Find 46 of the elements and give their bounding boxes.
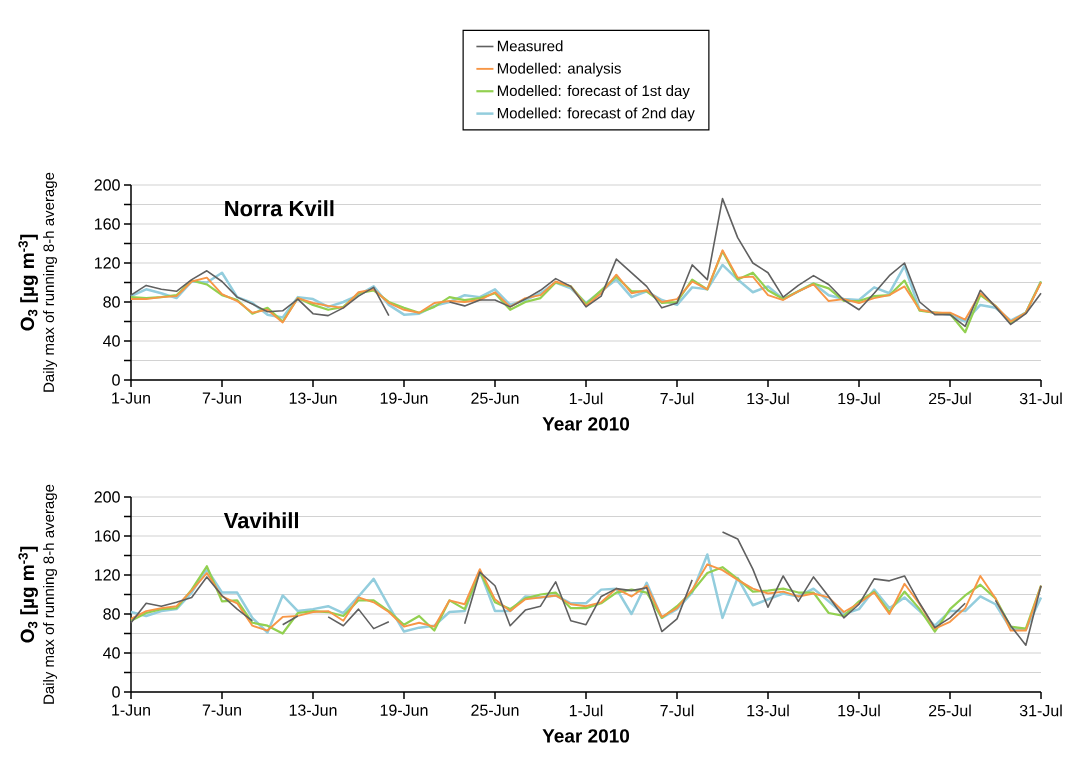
- legend-label: Modelled: forecast of 1st day: [497, 85, 690, 100]
- x-tick-label: 19-Jul: [838, 392, 880, 405]
- legend-label: Modelled: forecast of 2nd day: [497, 107, 695, 122]
- y-tick-label: 160: [94, 530, 120, 542]
- y-tick-label: 200: [94, 179, 120, 191]
- text: Norra Kvill: [225, 200, 334, 217]
- y-tick-label: 80: [103, 608, 120, 620]
- y-tick-label: 40: [103, 335, 120, 347]
- x-tick-label: 7-Jun: [202, 704, 241, 716]
- x-tick-label: 13-Jul: [747, 704, 789, 717]
- y-tick-label: 200: [94, 491, 120, 503]
- x-axis-title: Year 2010: [542, 417, 630, 431]
- legend-label: Measured: [497, 40, 563, 52]
- x-tick-label: 13-Jul: [747, 392, 789, 405]
- x-tick-label: 19-Jun: [380, 704, 428, 716]
- x-tick-label: 25-Jun: [471, 704, 519, 716]
- x-tick-label: 19-Jun: [380, 392, 428, 404]
- x-tick-label: 31-Jul: [1019, 392, 1062, 405]
- x-tick-label: 19-Jul: [838, 704, 880, 717]
- y-tick-label: 120: [94, 569, 120, 581]
- text: Daily max of running 8-h average: [43, 484, 57, 704]
- x-tick-label: 25-Jul: [929, 704, 971, 717]
- x-tick-label: 31-Jul: [1019, 704, 1062, 717]
- y-axis-title: O$_{3}$ [µg m$^{-3}$]: [18, 546, 38, 643]
- x-tick-label: 1-Jun: [112, 392, 150, 404]
- x-tick-label: 7-Jun: [202, 392, 241, 404]
- x-tick-label: 13-Jun: [289, 704, 337, 716]
- text: Vavihill: [223, 512, 298, 529]
- y-tick-label: 120: [94, 257, 120, 269]
- x-tick-label: 1-Jun: [112, 704, 150, 716]
- x-tick-label: 13-Jun: [289, 392, 337, 404]
- x-tick-label: 1-Jul: [569, 392, 603, 405]
- text: Daily max of running 8-h average: [43, 172, 57, 392]
- y-axis-title: O$_{3}$ [µg m$^{-3}$]: [18, 234, 38, 331]
- y-tick-label: 160: [94, 218, 120, 230]
- x-tick-label: 7-Jul: [660, 392, 694, 405]
- x-tick-label: 7-Jul: [660, 704, 694, 717]
- y-tick-label: 0: [112, 374, 120, 386]
- legend-label: Modelled: analysis: [497, 62, 621, 77]
- x-tick-label: 25-Jun: [471, 392, 519, 404]
- y-tick-label: 80: [103, 296, 120, 308]
- x-tick-label: 25-Jul: [929, 392, 971, 405]
- y-tick-label: 40: [103, 647, 120, 659]
- x-tick-label: 1-Jul: [569, 704, 603, 717]
- x-axis-title: Year 2010: [542, 729, 630, 743]
- y-tick-label: 0: [112, 686, 120, 698]
